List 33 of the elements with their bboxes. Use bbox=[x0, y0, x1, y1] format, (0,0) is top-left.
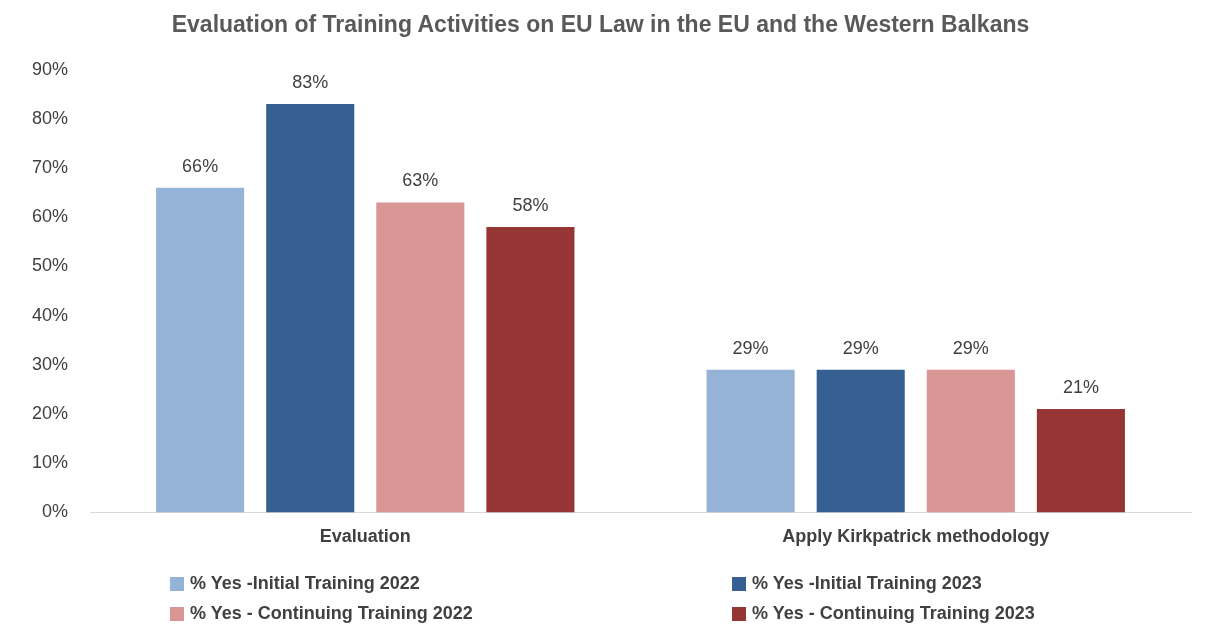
y-tick-label: 20% bbox=[32, 402, 69, 423]
data-label: 29% bbox=[952, 337, 989, 358]
bar bbox=[816, 369, 905, 513]
bar bbox=[266, 104, 355, 513]
bar bbox=[1036, 409, 1125, 513]
y-tick-label: 0% bbox=[42, 501, 69, 522]
data-label: 66% bbox=[182, 155, 219, 176]
y-tick-label: 40% bbox=[32, 304, 69, 325]
y-tick-label: 80% bbox=[32, 107, 69, 128]
bar bbox=[486, 227, 575, 513]
legend-label: % Yes - Continuing Training 2022 bbox=[190, 602, 473, 623]
chart-title: Evaluation of Training Activities on EU Law in the EU and the Western Balkans bbox=[171, 11, 1030, 38]
y-tick-label: 10% bbox=[32, 452, 69, 473]
data-label: 83% bbox=[292, 72, 329, 93]
bar bbox=[926, 369, 1015, 513]
data-label: 29% bbox=[732, 337, 769, 358]
legend-label: % Yes - Continuing Training 2023 bbox=[752, 602, 1035, 623]
x-tick-label: Evaluation bbox=[319, 526, 411, 547]
y-tick-label: 60% bbox=[32, 206, 69, 227]
data-label: 63% bbox=[402, 170, 439, 191]
bar bbox=[156, 187, 245, 513]
data-label: 21% bbox=[1062, 377, 1099, 398]
x-tick-label: Apply Kirkpatrick methodology bbox=[782, 526, 1050, 547]
legend-label: % Yes -Initial Training 2022 bbox=[190, 572, 420, 593]
legend-label: % Yes -Initial Training 2023 bbox=[752, 572, 982, 593]
y-tick-label: 50% bbox=[32, 255, 69, 276]
data-label: 29% bbox=[842, 337, 879, 358]
y-tick-label: 30% bbox=[32, 353, 69, 374]
bar bbox=[376, 202, 465, 513]
y-tick-label: 70% bbox=[32, 156, 69, 177]
data-label: 58% bbox=[512, 195, 549, 216]
bar bbox=[706, 369, 795, 513]
y-tick-label: 90% bbox=[32, 58, 69, 79]
